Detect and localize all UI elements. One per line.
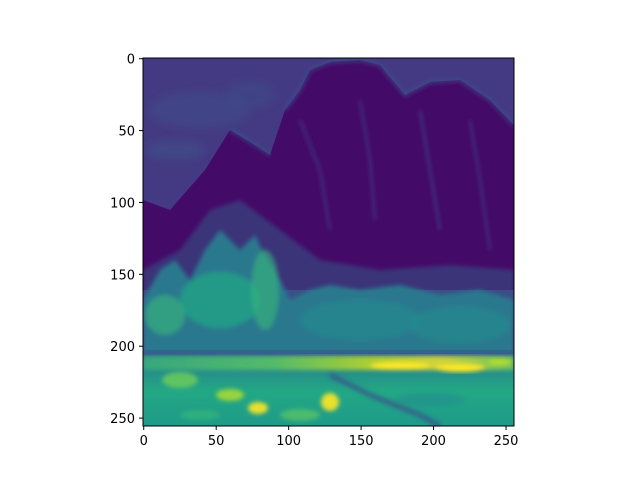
- heatmap-water: [143, 356, 514, 372]
- y-tick-label: 150: [110, 268, 135, 283]
- x-tick-label: 250: [494, 434, 519, 449]
- y-axis-ticks: 0 50 100 150 200 250: [110, 53, 143, 427]
- y-tick-label: 200: [110, 340, 135, 355]
- heatmap-trees: [143, 230, 514, 355]
- y-tick-label: 0: [127, 53, 135, 68]
- y-tick-label: 250: [110, 412, 135, 427]
- x-tick-label: 100: [276, 434, 301, 449]
- x-tick-label: 150: [349, 434, 374, 449]
- x-axis-ticks: 0 50 100 150 200 250: [140, 426, 519, 449]
- heatmap-path: [328, 372, 442, 426]
- x-tick-label: 200: [421, 434, 446, 449]
- heatmap-meadow-highlights: [162, 372, 465, 421]
- x-tick-label: 0: [140, 434, 148, 449]
- y-tick-label: 100: [110, 196, 135, 211]
- x-tick-label: 50: [208, 434, 225, 449]
- heatmap-shoreline: [143, 350, 514, 356]
- heatmap-clouds: [145, 81, 275, 160]
- y-tick-label: 50: [118, 125, 135, 140]
- heatmap-mountain-edges: [229, 58, 514, 251]
- heatmap-image: [143, 58, 514, 426]
- axes-frame: [142, 57, 515, 427]
